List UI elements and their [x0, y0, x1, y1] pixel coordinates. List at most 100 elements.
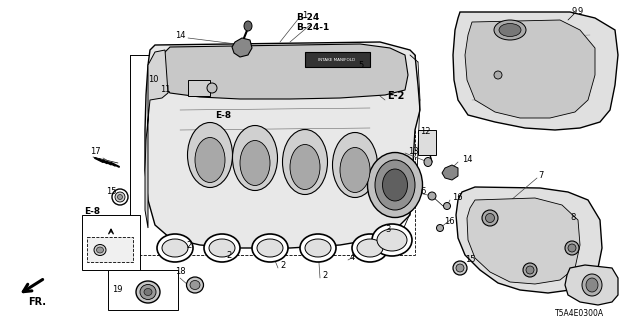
Polygon shape — [467, 198, 580, 284]
Ellipse shape — [444, 203, 451, 210]
Text: 15: 15 — [465, 255, 476, 265]
Text: B-24: B-24 — [296, 13, 319, 22]
Ellipse shape — [428, 192, 436, 200]
Ellipse shape — [367, 153, 422, 218]
Text: 8: 8 — [570, 213, 575, 222]
Ellipse shape — [257, 239, 283, 257]
Ellipse shape — [118, 195, 122, 199]
Ellipse shape — [300, 234, 336, 262]
Text: T5A4E0300A: T5A4E0300A — [555, 308, 604, 317]
Text: 15: 15 — [106, 187, 116, 196]
Polygon shape — [158, 44, 408, 99]
Text: 14: 14 — [462, 156, 472, 164]
Ellipse shape — [424, 157, 432, 166]
Ellipse shape — [188, 123, 232, 188]
Text: 10: 10 — [148, 76, 159, 84]
Ellipse shape — [333, 132, 378, 197]
Text: 6: 6 — [420, 187, 426, 196]
Ellipse shape — [305, 239, 331, 257]
Ellipse shape — [157, 234, 193, 262]
Ellipse shape — [372, 224, 412, 256]
Text: 2: 2 — [186, 242, 191, 251]
Polygon shape — [465, 20, 595, 118]
Polygon shape — [456, 187, 602, 293]
Text: 12: 12 — [420, 126, 431, 135]
Ellipse shape — [494, 71, 502, 79]
Text: 7: 7 — [538, 171, 543, 180]
Text: 2: 2 — [322, 271, 327, 281]
Ellipse shape — [97, 247, 104, 253]
Polygon shape — [453, 12, 618, 130]
Ellipse shape — [290, 145, 320, 189]
Bar — [87, 237, 133, 262]
Text: 9: 9 — [578, 7, 583, 17]
Ellipse shape — [377, 229, 407, 251]
Text: 18: 18 — [175, 268, 186, 276]
Text: E-8: E-8 — [84, 207, 100, 217]
Ellipse shape — [94, 244, 106, 255]
Polygon shape — [232, 38, 252, 57]
Ellipse shape — [115, 192, 125, 202]
Text: 3: 3 — [385, 226, 390, 235]
Ellipse shape — [282, 130, 328, 195]
Ellipse shape — [144, 289, 152, 295]
Ellipse shape — [526, 266, 534, 274]
Text: 11: 11 — [160, 85, 170, 94]
Ellipse shape — [482, 210, 498, 226]
Text: E-8: E-8 — [215, 110, 231, 119]
Ellipse shape — [352, 234, 388, 262]
Text: FR.: FR. — [28, 297, 46, 307]
Text: 16: 16 — [452, 194, 463, 203]
Ellipse shape — [136, 281, 160, 303]
Ellipse shape — [486, 213, 495, 222]
Ellipse shape — [582, 274, 602, 296]
Ellipse shape — [140, 284, 156, 300]
Text: 4: 4 — [350, 253, 355, 262]
Text: 16: 16 — [444, 218, 454, 227]
Ellipse shape — [568, 244, 576, 252]
Text: 17: 17 — [90, 148, 100, 156]
Ellipse shape — [204, 234, 240, 262]
Ellipse shape — [357, 239, 383, 257]
Bar — [418, 130, 436, 155]
Ellipse shape — [499, 23, 521, 36]
Ellipse shape — [190, 281, 200, 290]
Ellipse shape — [340, 148, 370, 193]
Text: INTAKE MANIFOLD: INTAKE MANIFOLD — [319, 58, 356, 62]
Ellipse shape — [232, 125, 278, 190]
Bar — [108, 270, 178, 310]
Ellipse shape — [209, 239, 235, 257]
Ellipse shape — [523, 263, 537, 277]
Text: 19: 19 — [112, 285, 122, 294]
Ellipse shape — [244, 21, 252, 31]
Ellipse shape — [186, 277, 204, 293]
Ellipse shape — [436, 225, 444, 231]
Polygon shape — [565, 265, 618, 305]
Ellipse shape — [207, 83, 217, 93]
Text: E-2: E-2 — [387, 91, 404, 101]
Polygon shape — [442, 165, 458, 180]
Text: 13: 13 — [408, 147, 419, 156]
Ellipse shape — [162, 239, 188, 257]
Ellipse shape — [112, 189, 128, 205]
Bar — [82, 215, 140, 270]
Ellipse shape — [195, 138, 225, 182]
Polygon shape — [145, 42, 420, 248]
Text: 2: 2 — [226, 252, 231, 260]
Bar — [188, 80, 210, 96]
Ellipse shape — [383, 169, 408, 201]
Polygon shape — [145, 50, 168, 228]
Ellipse shape — [453, 261, 467, 275]
Text: B-24-1: B-24-1 — [296, 23, 329, 33]
Ellipse shape — [240, 140, 270, 186]
Text: 9: 9 — [572, 7, 577, 17]
Text: 14: 14 — [175, 31, 186, 41]
Ellipse shape — [586, 278, 598, 292]
Text: 1: 1 — [302, 12, 307, 20]
Ellipse shape — [456, 264, 464, 272]
Ellipse shape — [252, 234, 288, 262]
Ellipse shape — [494, 20, 526, 40]
Text: 5: 5 — [358, 60, 364, 69]
Ellipse shape — [565, 241, 579, 255]
Ellipse shape — [375, 160, 415, 210]
